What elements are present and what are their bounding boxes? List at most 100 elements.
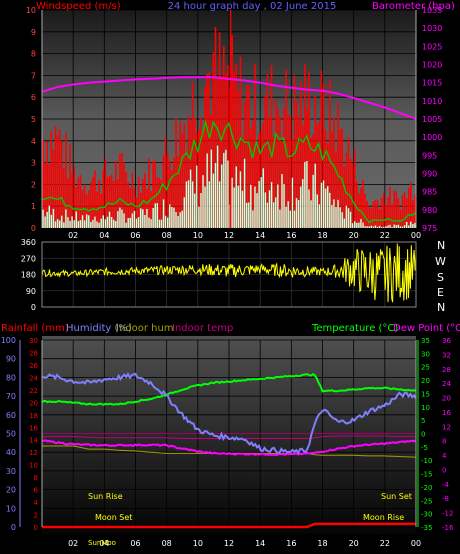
sun-moon-marker: SunMoo bbox=[88, 539, 116, 547]
wind-tick-label: 6 bbox=[31, 93, 36, 102]
wind-x-tick-label: 10 bbox=[193, 231, 203, 240]
humidity-tick-label: 50 bbox=[6, 430, 16, 439]
direction-tick-label: 360 bbox=[21, 238, 36, 247]
temperature-tick-label: 0 bbox=[421, 431, 425, 439]
temperature-tick-label: 35 bbox=[421, 337, 430, 345]
barometer-tick-label: 1005 bbox=[422, 115, 442, 124]
windspeed-axis-title: Windspeed (m/s) bbox=[36, 1, 121, 12]
moon-set-label: Moon Set bbox=[95, 513, 132, 522]
wind-x-tick-label: 20 bbox=[349, 231, 359, 240]
indoor-hum-title: Indoor hum bbox=[116, 323, 174, 334]
dewpoint-tick-label: -4 bbox=[442, 481, 450, 489]
rainfall-tick-label: 30 bbox=[29, 337, 38, 345]
humidity-line bbox=[41, 372, 417, 455]
temperature-tick-label: -30 bbox=[421, 511, 432, 519]
wind-x-tick-label: 04 bbox=[99, 231, 109, 240]
barometer-tick-label: 1020 bbox=[422, 61, 442, 70]
dewpoint-tick-label: 24 bbox=[442, 380, 451, 388]
wind-x-tick-label: 18 bbox=[317, 231, 327, 240]
barometer-tick-label: 1030 bbox=[422, 24, 442, 33]
wind-direction-line bbox=[41, 243, 417, 303]
barometer-tick-label: 1010 bbox=[422, 97, 442, 106]
humidity-tick-label: 30 bbox=[6, 467, 16, 476]
wind-tick-label: 7 bbox=[31, 71, 36, 80]
dewpoint-tick-label: 16 bbox=[442, 409, 451, 417]
rainfall-tick-label: 20 bbox=[29, 399, 38, 407]
direction-letters: N W S E N bbox=[435, 239, 446, 314]
barometer-tick-label: 985 bbox=[422, 188, 437, 197]
wind-tick-label: 4 bbox=[31, 137, 36, 146]
wind-x-tick-label: 12 bbox=[224, 231, 234, 240]
rainfall-tick-label: 12 bbox=[29, 449, 38, 457]
wind-average-line bbox=[41, 119, 417, 224]
sun-set-label: Sun Set bbox=[381, 492, 412, 501]
direction-tick-label: 270 bbox=[21, 254, 36, 263]
direction-letter-n-bottom: N bbox=[437, 301, 445, 314]
temp-x-tick-label: 16 bbox=[286, 539, 296, 548]
barometer-tick-label: 1025 bbox=[422, 42, 442, 51]
dewpoint-tick-label: 36 bbox=[442, 337, 451, 345]
temp-x-tick-label: 20 bbox=[349, 539, 359, 548]
barometer-axis-title: Barometer (hpa) bbox=[372, 1, 455, 12]
direction-tick-label: 90 bbox=[26, 287, 36, 296]
rainfall-tick-label: 2 bbox=[34, 512, 38, 520]
chart-title: 24 hour graph day , 02 June 2015 bbox=[168, 1, 337, 12]
rainfall-tick-label: 26 bbox=[29, 362, 38, 370]
rainfall-tick-label: 8 bbox=[34, 474, 38, 482]
humidity-tick-label: 0 bbox=[11, 523, 16, 532]
wind-tick-label: 5 bbox=[31, 115, 36, 124]
temperature-tick-label: -20 bbox=[421, 484, 432, 492]
temperature-tick-label: -10 bbox=[421, 457, 432, 465]
dewpoint-tick-label: 8 bbox=[442, 438, 446, 446]
wind-x-tick-label: 14 bbox=[255, 231, 265, 240]
dewpoint-tick-label: 0 bbox=[442, 466, 446, 474]
wind-tick-label: 10 bbox=[26, 6, 36, 15]
dewpoint-tick-label: 12 bbox=[442, 423, 451, 431]
temperature-tick-label: 30 bbox=[421, 350, 430, 358]
humidity-tick-label: 20 bbox=[6, 486, 16, 495]
direction-tick-label: 0 bbox=[31, 303, 36, 312]
humidity-tick-label: 60 bbox=[6, 411, 16, 420]
humidity-axis-title: Humidity (%) bbox=[66, 323, 132, 334]
direction-frame bbox=[41, 241, 417, 308]
wind-x-tick-label: 02 bbox=[68, 231, 78, 240]
direction-letter-s: S bbox=[437, 271, 444, 284]
humidity-tick-label: 70 bbox=[6, 392, 16, 401]
temperature-line bbox=[41, 372, 417, 406]
rainfall-tick-label: 6 bbox=[34, 487, 39, 495]
wind-x-tick-label: 08 bbox=[162, 231, 172, 240]
dewpoint-tick-label: 20 bbox=[442, 395, 451, 403]
rainfall-tick-label: 4 bbox=[34, 499, 39, 507]
rainfall-tick-label: 28 bbox=[29, 349, 38, 357]
direction-letter-w: W bbox=[435, 255, 446, 268]
barometer-tick-label: 1035 bbox=[422, 6, 442, 15]
temp-x-tick-label: 06 bbox=[130, 539, 140, 548]
dewpoint-tick-label: 28 bbox=[442, 366, 451, 374]
wind-tick-label: 2 bbox=[31, 180, 36, 189]
temp-x-tick-label: 04 bbox=[99, 539, 109, 548]
dewpoint-tick-label: 4 bbox=[442, 452, 447, 460]
humidity-tick-label: 10 bbox=[6, 504, 16, 513]
temp-x-tick-label: 08 bbox=[162, 539, 172, 548]
rainfall-tick-label: 16 bbox=[29, 424, 38, 432]
rainfall-tick-label: 14 bbox=[29, 437, 38, 445]
temp-x-tick-label: 18 bbox=[317, 539, 327, 548]
temp-x-tick-label: 22 bbox=[380, 539, 390, 548]
barometer-tick-label: 975 bbox=[422, 224, 437, 233]
humidity-tick-label: 100 bbox=[1, 336, 16, 345]
temperature-tick-label: -15 bbox=[421, 471, 432, 479]
temperature-tick-label: 5 bbox=[421, 417, 425, 425]
humidity-tick-label: 40 bbox=[6, 448, 16, 457]
wind-tick-label: 3 bbox=[31, 159, 36, 168]
temp-x-tick-label: 10 bbox=[193, 539, 203, 548]
direction-letter-n-top: N bbox=[437, 239, 445, 252]
barometer-tick-label: 980 bbox=[422, 206, 437, 215]
wind-x-tick-label: 16 bbox=[286, 231, 296, 240]
humidity-tick-label: 80 bbox=[6, 373, 16, 382]
temp-x-tick-label: 12 bbox=[224, 539, 234, 548]
rainfall-tick-label: 22 bbox=[29, 387, 38, 395]
sun-rise-label: Sun Rise bbox=[88, 492, 123, 501]
temperature-tick-label: 25 bbox=[421, 364, 430, 372]
barometer-tick-label: 990 bbox=[422, 170, 437, 179]
